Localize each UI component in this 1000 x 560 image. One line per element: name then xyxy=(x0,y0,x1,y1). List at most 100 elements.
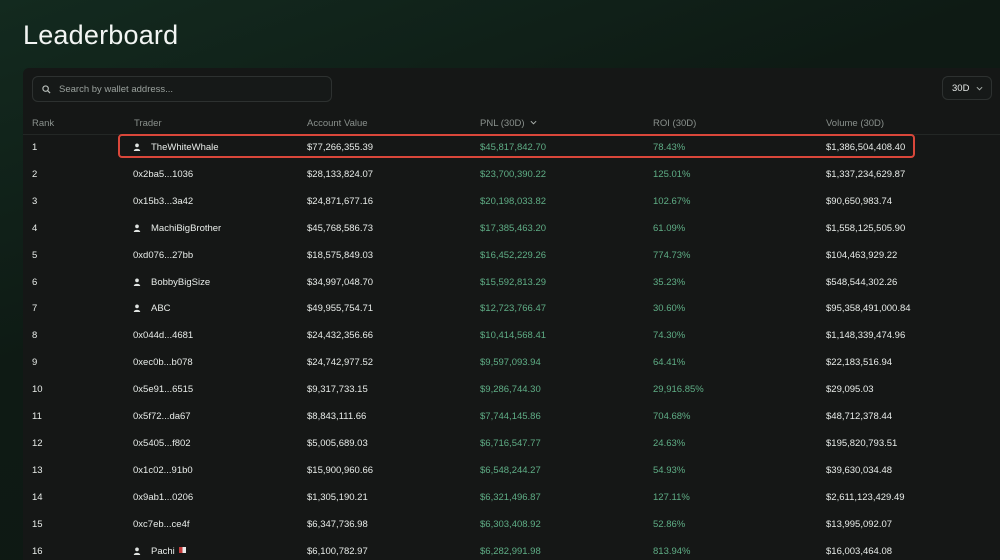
trader-address-link[interactable]: 0x2ba5...1036 xyxy=(133,168,194,180)
volume-cell: $1,386,504,408.40 xyxy=(826,142,906,153)
pnl-cell: $6,321,496.87 xyxy=(480,491,541,503)
table-row[interactable]: 15 0xc7eb...ce4f $6,347,736.98 $6,303,408.9… xyxy=(23,512,1000,539)
volume-cell: $13,995,092.07 xyxy=(826,518,893,530)
account-value-cell: $77,266,355.39 xyxy=(307,142,374,153)
account-value-cell: $24,432,356.66 xyxy=(307,330,374,342)
rank-cell: 10 xyxy=(32,384,43,396)
rank-cell: 12 xyxy=(32,437,43,449)
trader-address-link[interactable]: 0x5f72...da67 xyxy=(133,411,191,422)
trader-name-link[interactable]: TheWhiteWhale xyxy=(151,142,219,153)
table-row[interactable]: 9 0xec0b...b078 $24,742,977.52 $9,597,093.9… xyxy=(23,350,1000,377)
volume-cell: $48,712,378.44 xyxy=(826,411,893,422)
account-value-cell: $24,871,677.16 xyxy=(307,195,374,207)
trader-address-link[interactable]: 0x044d...4681 xyxy=(133,330,194,342)
rank-cell: 6 xyxy=(32,276,38,288)
table-row[interactable]: 6 BobbyBigSize $34,997,048.70 $15,592,813.2… xyxy=(23,270,1000,297)
column-header-account-value[interactable]: Account Value xyxy=(307,118,368,129)
table-row[interactable]: 3 0x15b3...3a42 $24,871,677.16 $20,198,033.… xyxy=(23,189,1000,216)
trader-name-link[interactable]: Pachi xyxy=(151,545,175,557)
trader-address-link[interactable]: 0x1c02...91b0 xyxy=(133,464,193,476)
volume-cell: $16,003,464.08 xyxy=(826,545,893,557)
volume-cell: $90,650,983.74 xyxy=(826,195,893,207)
column-header-pnl[interactable]: PNL (30D) xyxy=(480,118,537,129)
volume-cell: $95,358,491,000.84 xyxy=(826,303,911,315)
roi-cell: 78.43% xyxy=(653,142,686,153)
trader-address-link[interactable]: 0x15b3...3a42 xyxy=(133,195,194,207)
account-value-cell: $34,997,048.70 xyxy=(307,276,374,288)
rank-cell: 15 xyxy=(32,518,43,530)
trader-name-link[interactable]: BobbyBigSize xyxy=(151,276,211,288)
account-value-cell: $15,900,960.66 xyxy=(307,464,374,476)
trader-address-link[interactable]: 0x5405...f802 xyxy=(133,437,191,449)
table-row[interactable]: 11 0x5f72...da67 $8,843,111.66 $7,744,145.8… xyxy=(23,404,1000,431)
rank-cell: 4 xyxy=(32,222,38,234)
trader-address-link[interactable]: 0xec0b...b078 xyxy=(133,357,193,369)
pnl-cell: $7,744,145.86 xyxy=(480,411,541,422)
search-icon xyxy=(42,84,51,94)
sort-desc-icon xyxy=(530,120,537,125)
roi-cell: 24.63% xyxy=(653,437,686,449)
pnl-cell: $12,723,766.47 xyxy=(480,303,547,315)
trader-name-link[interactable]: ABC xyxy=(151,303,171,315)
volume-cell: $195,820,793.51 xyxy=(826,437,898,449)
pnl-cell: $20,198,033.82 xyxy=(480,195,547,207)
leaderboard-panel: 30D Rank Trader Account Value PNL (30D) … xyxy=(23,68,1000,560)
table-row[interactable]: 10 0x5e91...6515 $9,317,733.15 $9,286,744.3… xyxy=(23,377,1000,404)
account-value-cell: $8,843,111.66 xyxy=(307,411,367,422)
roi-cell: 61.09% xyxy=(653,222,686,234)
table-row[interactable]: 1 TheWhiteWhale $77,266,355.39 $45,817,842.… xyxy=(23,135,1000,162)
roi-cell: 74.30% xyxy=(653,330,686,342)
roi-cell: 704.68% xyxy=(653,411,691,422)
page-title: Leaderboard xyxy=(23,20,179,50)
column-header-volume[interactable]: Volume (30D) xyxy=(826,118,885,129)
flag-icon xyxy=(177,546,186,557)
rank-cell: 16 xyxy=(32,545,43,557)
pnl-cell: $9,597,093.94 xyxy=(480,357,541,369)
table-row[interactable]: 13 0x1c02...91b0 $15,900,960.66 $6,548,244.… xyxy=(23,458,1000,485)
table-row[interactable]: 5 0xd076...27bb $18,575,849.03 $16,452,229.… xyxy=(23,243,1000,270)
account-value-cell: $49,955,754.71 xyxy=(307,303,374,315)
column-header-pnl-label: PNL (30D) xyxy=(480,118,525,129)
rank-cell: 11 xyxy=(32,411,42,422)
table-row[interactable]: 2 0x2ba5...1036 $28,133,824.07 $23,700,390.… xyxy=(23,162,1000,189)
rank-cell: 7 xyxy=(32,303,38,315)
trader-address-link[interactable]: 0xd076...27bb xyxy=(133,249,194,261)
trader-address-link[interactable]: 0xc7eb...ce4f xyxy=(133,518,190,530)
table-row[interactable]: 4 MachiBigBrother $45,768,586.73 $17,385,46… xyxy=(23,216,1000,243)
account-value-cell: $6,347,736.98 xyxy=(307,518,368,530)
table-row[interactable]: 16 Pachi $6,100,782.97 $6,282,991.98 813.94%… xyxy=(23,539,1000,560)
roi-cell: 29,916.85% xyxy=(653,384,704,396)
pnl-cell: $6,548,244.27 xyxy=(480,464,541,476)
roi-cell: 54.93% xyxy=(653,464,686,476)
roi-cell: 127.11% xyxy=(653,491,690,503)
user-icon xyxy=(133,143,141,154)
volume-cell: $1,558,125,505.90 xyxy=(826,222,906,234)
table-row[interactable]: 7 ABC $49,955,754.71 $12,723,766.47 30.60% $9… xyxy=(23,296,1000,323)
volume-cell: $1,337,234,629.87 xyxy=(826,168,906,180)
table-row[interactable]: 14 0x9ab1...0206 $1,305,190.21 $6,321,496.8… xyxy=(23,485,1000,512)
volume-cell: $1,148,339,474.96 xyxy=(826,330,906,342)
roi-cell: 102.67% xyxy=(653,195,691,207)
trader-name-link[interactable]: MachiBigBrother xyxy=(151,222,222,234)
table-row[interactable]: 8 0x044d...4681 $24,432,356.66 $10,414,568.… xyxy=(23,323,1000,350)
user-icon xyxy=(133,304,141,315)
roi-cell: 125.01% xyxy=(653,168,691,180)
trader-address-link[interactable]: 0x9ab1...0206 xyxy=(133,491,194,503)
period-select[interactable]: 30D xyxy=(942,76,992,100)
column-header-roi[interactable]: ROI (30D) xyxy=(653,118,697,129)
trader-address-link[interactable]: 0x5e91...6515 xyxy=(133,384,194,396)
rank-cell: 8 xyxy=(32,330,38,342)
roi-cell: 774.73% xyxy=(653,249,691,261)
roi-cell: 30.60% xyxy=(653,303,686,315)
rank-cell: 9 xyxy=(32,357,38,369)
account-value-cell: $1,305,190.21 xyxy=(307,491,368,503)
pnl-cell: $17,385,463.20 xyxy=(480,222,547,234)
volume-cell: $39,630,034.48 xyxy=(826,464,893,476)
table-row[interactable]: 12 0x5405...f802 $5,005,689.03 $6,716,547.7… xyxy=(23,431,1000,458)
pnl-cell: $10,414,568.41 xyxy=(480,330,547,342)
search-input[interactable] xyxy=(57,82,321,96)
pnl-cell: $45,817,842.70 xyxy=(480,142,547,153)
pnl-cell: $6,716,547.77 xyxy=(480,437,541,449)
search-box[interactable] xyxy=(32,76,332,102)
account-value-cell: $28,133,824.07 xyxy=(307,168,374,180)
